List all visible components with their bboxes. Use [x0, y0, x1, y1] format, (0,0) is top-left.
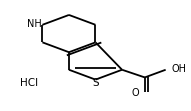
Text: OH: OH — [172, 64, 187, 74]
Text: S: S — [92, 78, 99, 88]
Text: O: O — [132, 88, 139, 98]
Text: HCl: HCl — [20, 78, 38, 88]
Text: NH: NH — [27, 19, 41, 29]
